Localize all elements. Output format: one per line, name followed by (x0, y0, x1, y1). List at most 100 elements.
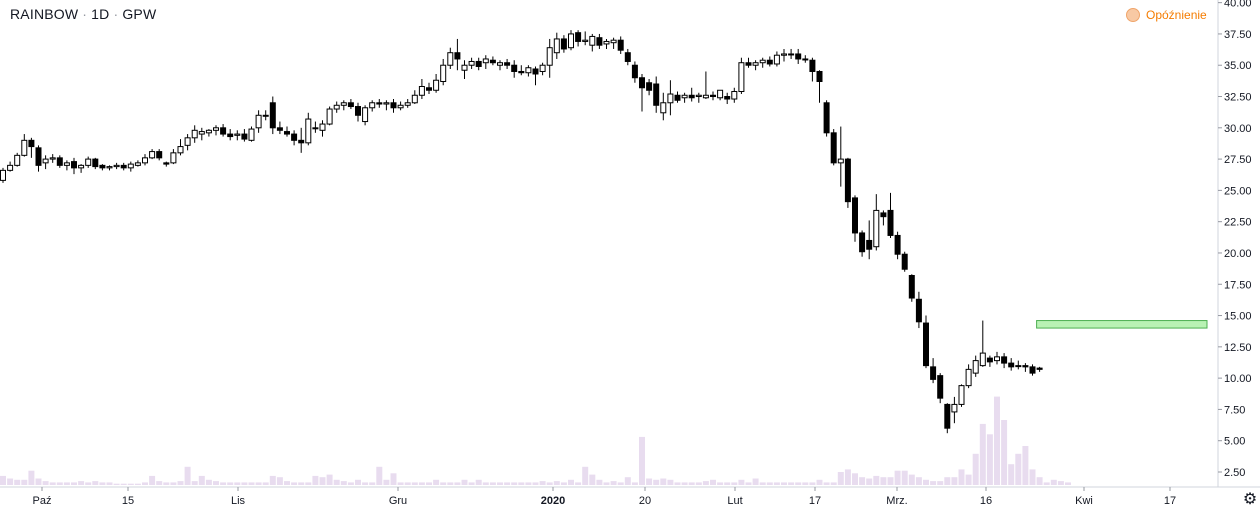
volume-bar (163, 482, 170, 485)
volume-bar (340, 481, 347, 485)
candle-body (255, 114, 262, 129)
candle-body (426, 87, 432, 91)
data-delay-indicator[interactable]: Opóźnienie (1126, 8, 1207, 22)
volume-bar (284, 481, 290, 485)
candle-body (291, 133, 298, 141)
volume-bar (127, 483, 134, 485)
candle-body (518, 70, 525, 74)
candle-body (482, 58, 489, 64)
volume-bar (1008, 464, 1015, 485)
volume-bar (497, 482, 503, 485)
candle-body (894, 234, 901, 255)
volume-bar (248, 482, 255, 485)
volume-bar (866, 478, 873, 485)
volume-bar (397, 482, 404, 485)
candle-body (191, 129, 198, 139)
volume-bar (624, 477, 631, 485)
volume-bar (7, 478, 14, 485)
volume-bar (71, 482, 77, 485)
price-tick-label: 27.50 (1224, 154, 1252, 166)
volume-bar (724, 482, 731, 485)
candle-body (944, 403, 951, 429)
volume-bar (369, 482, 376, 485)
candle-body (511, 64, 518, 72)
candle-body (397, 104, 404, 109)
candle-body (710, 94, 716, 98)
volume-bar (56, 482, 63, 485)
volume-bar (752, 478, 759, 485)
candle-body (78, 164, 85, 169)
candle-body (923, 322, 929, 367)
volume-bar (404, 482, 411, 485)
volume-bar (85, 482, 92, 485)
gear-icon[interactable]: ⚙ (1242, 491, 1258, 508)
volume-bar (482, 482, 489, 485)
volume-bar (994, 396, 1000, 485)
volume-bar (546, 482, 553, 485)
volume-bar (880, 477, 887, 485)
candle-body (688, 94, 695, 99)
candle-body (724, 96, 731, 100)
volume-bar (731, 482, 738, 485)
volume-bar (291, 482, 298, 485)
volume-bar (1029, 469, 1036, 485)
candle-body (433, 79, 440, 91)
price-tick-label: 37.50 (1224, 29, 1252, 41)
volume-bar (149, 475, 156, 485)
candle-body (582, 39, 589, 42)
candle-body (56, 157, 63, 166)
volume-bar (603, 482, 610, 485)
volume-bar (454, 482, 461, 485)
price-tick-label: 7.50 (1224, 404, 1245, 416)
candle-body (823, 102, 830, 134)
candle-body (85, 158, 92, 166)
candle-body (887, 209, 894, 236)
volume-bar (170, 482, 177, 485)
candle-body (653, 83, 660, 106)
volume-bar (979, 423, 986, 485)
candle-body (908, 274, 915, 299)
volume-bar (198, 475, 205, 485)
volume-bar (298, 482, 305, 485)
candle-body (681, 94, 688, 99)
volume-bar (21, 479, 28, 485)
candle-body (383, 102, 390, 105)
candle-body (717, 89, 724, 99)
volume-bar (639, 436, 645, 485)
price-tick-label: 20.00 (1224, 248, 1252, 260)
candle-body (99, 164, 106, 169)
candle-body (773, 54, 780, 65)
volume-bar (241, 482, 248, 485)
volume-bar (468, 482, 475, 485)
time-tick-label: Lut (727, 495, 742, 507)
volume-bar (0, 475, 6, 485)
volume-bar (156, 481, 163, 485)
candle-body (376, 102, 383, 105)
candle-body (965, 368, 972, 387)
volume-bar (738, 479, 745, 485)
candle-body (305, 118, 312, 144)
volume-bar (759, 482, 766, 485)
volume-bar (518, 482, 525, 485)
candle-body (1001, 356, 1008, 364)
price-tick-label: 30.00 (1224, 123, 1252, 135)
candle-body (475, 60, 482, 67)
candle-body (440, 64, 447, 82)
candle-body (866, 239, 873, 250)
volume-bar (1015, 453, 1022, 485)
volume-bar (972, 453, 979, 485)
candle-body (355, 106, 361, 116)
candle-body (639, 77, 645, 89)
symbol-title[interactable]: RAINBOW · 1D · GPW (10, 6, 156, 22)
volume-bar (234, 482, 241, 485)
candle-body (646, 82, 653, 91)
candle-body (880, 212, 887, 218)
candle-body (1022, 365, 1029, 368)
volume-bar (1036, 477, 1043, 485)
candle-body (14, 154, 21, 166)
volume-bar (915, 477, 922, 485)
candle-body (504, 62, 511, 66)
volume-bar (184, 466, 191, 485)
